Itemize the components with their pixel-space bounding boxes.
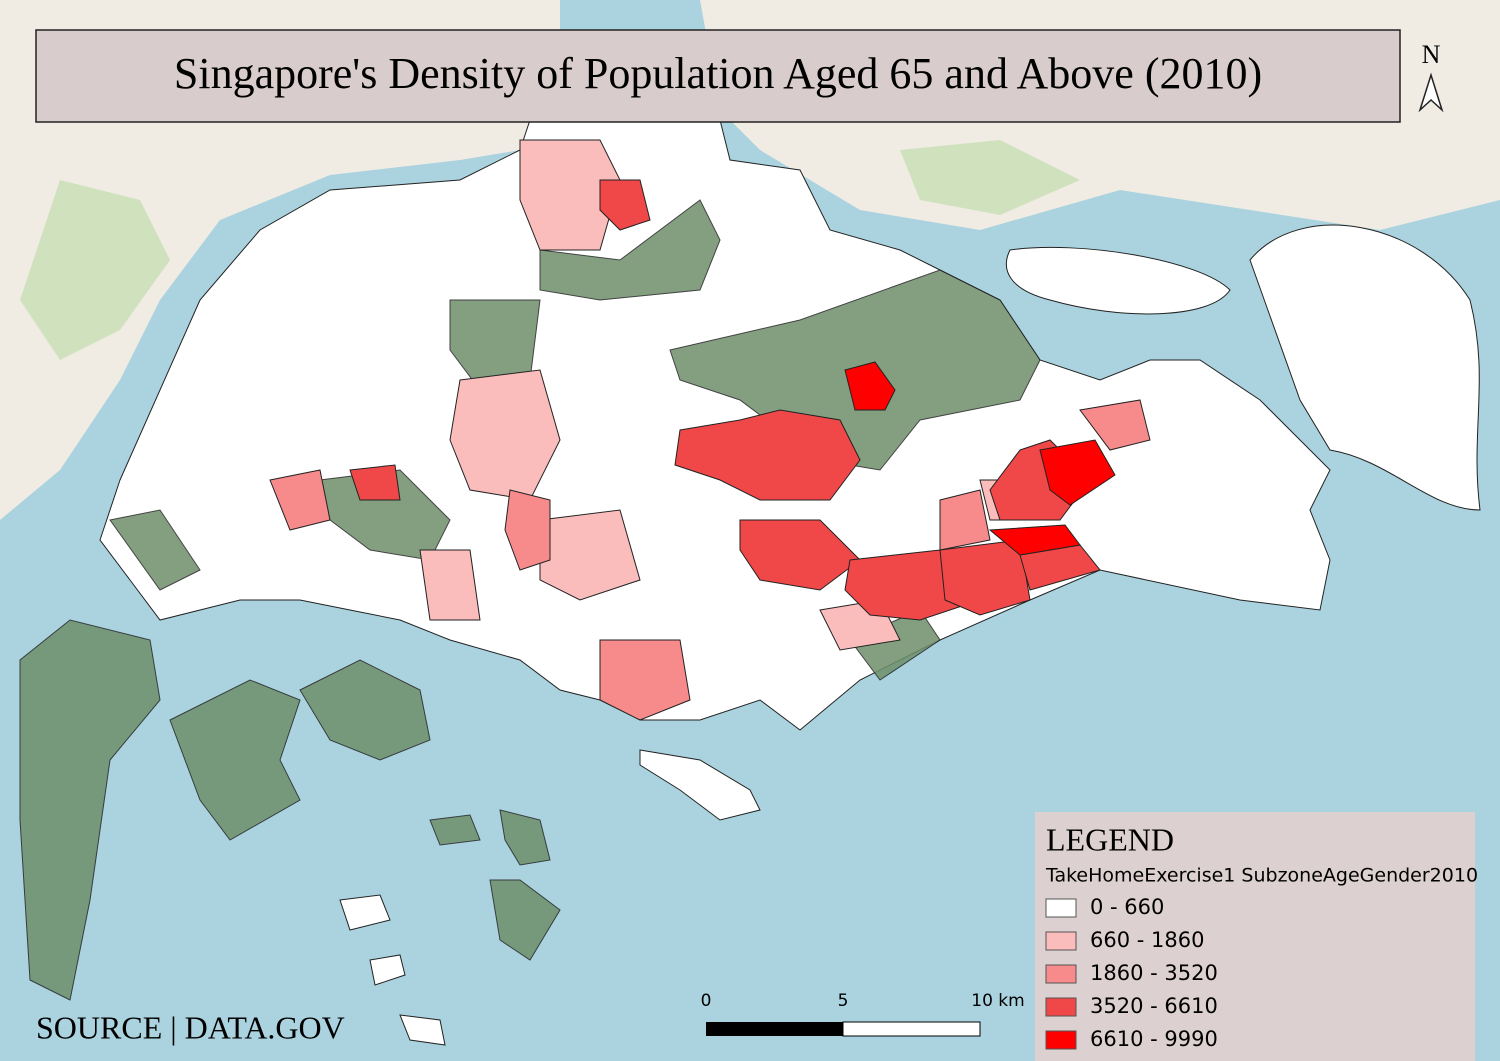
subzone: [599, 639, 691, 721]
north-label: N: [1422, 40, 1441, 69]
island: [399, 1014, 446, 1046]
island: [499, 809, 551, 866]
legend-swatch: [1045, 898, 1077, 918]
map-title: Singapore's Density of Population Aged 6…: [174, 49, 1262, 98]
green-zone: [539, 199, 721, 301]
subzone: [1079, 399, 1151, 451]
sentosa: [639, 749, 761, 821]
subzone: [419, 549, 481, 621]
subzone: [269, 469, 331, 531]
legend-label: 0 - 660: [1090, 895, 1164, 919]
green-area: [20, 180, 170, 360]
subzone: [349, 464, 401, 501]
subzone: [939, 489, 991, 551]
subzone: [844, 361, 896, 411]
subzone: [674, 409, 861, 501]
subzone: [988, 524, 1081, 556]
green-area: [900, 140, 1080, 215]
pulau-tekong: [1249, 224, 1481, 511]
green-zone: [849, 609, 941, 681]
pulau-ubin: [1005, 246, 1231, 315]
western-area: [19, 619, 161, 1001]
subzone: [504, 489, 551, 571]
legend-box: [1035, 812, 1475, 1061]
jurong-island-east: [299, 659, 431, 761]
legend-swatch: [1045, 997, 1077, 1017]
jurong-island: [169, 679, 301, 841]
legend-label: 660 - 1860: [1090, 928, 1204, 952]
source-label: SOURCE | DATA.GOV: [36, 1009, 345, 1045]
green-zone: [109, 509, 201, 591]
north-arrow: [1418, 72, 1444, 113]
scale-bar-white: [842, 1021, 981, 1037]
subzone: [519, 139, 621, 251]
subzone: [739, 519, 861, 591]
island: [429, 814, 481, 846]
legend-items: 0 - 660 660 - 1860 1860 - 3520 3520 - 6610 6…: [1045, 895, 1218, 1051]
island: [489, 879, 561, 961]
legend-layer: TakeHomeExercise1 SubzoneAgeGender2010: [1045, 865, 1478, 887]
legend-heading: LEGEND: [1046, 821, 1174, 857]
legend-label: 6610 - 9990: [1090, 1027, 1218, 1051]
scale-label: 10 km: [971, 991, 1024, 1011]
title-box: [35, 29, 1401, 123]
scale-label: 0: [701, 991, 712, 1011]
legend-swatch: [1045, 1030, 1077, 1050]
scale-bar-black: [706, 1022, 843, 1036]
subzone: [599, 179, 651, 231]
subzone: [1039, 439, 1116, 506]
island: [339, 894, 391, 931]
legend-swatch: [1045, 964, 1077, 984]
subzone: [539, 509, 641, 601]
legend-swatch: [1045, 931, 1077, 951]
legend-label: 1860 - 3520: [1090, 961, 1218, 985]
island: [369, 954, 406, 986]
scale-label: 5: [838, 991, 849, 1011]
legend-label: 3520 - 6610: [1090, 994, 1218, 1018]
land-malaysia-west: [0, 0, 560, 520]
